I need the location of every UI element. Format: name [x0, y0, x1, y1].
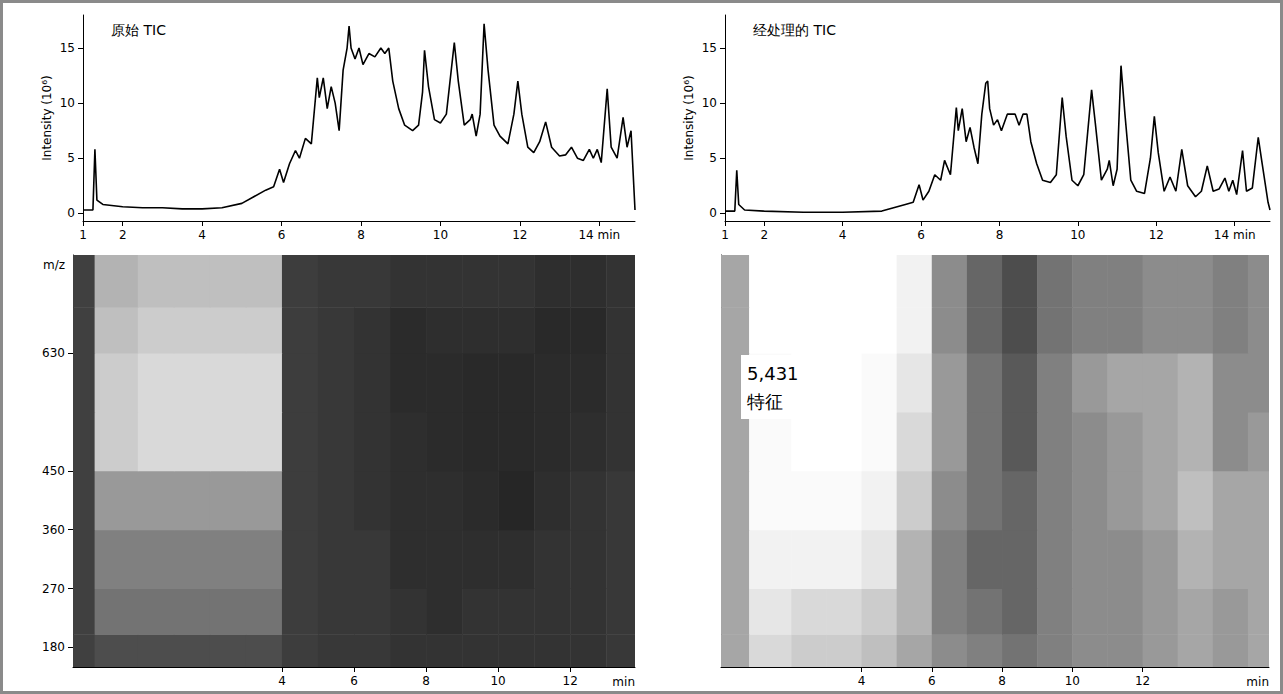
- svg-text:8: 8: [422, 674, 430, 688]
- svg-text:10: 10: [433, 228, 448, 242]
- svg-text:0: 0: [709, 206, 717, 220]
- svg-text:12: 12: [1149, 228, 1164, 242]
- svg-text:630: 630: [42, 346, 65, 360]
- svg-text:5,431: 5,431: [747, 363, 799, 384]
- svg-text:10: 10: [1070, 228, 1085, 242]
- svg-text:4: 4: [198, 228, 206, 242]
- svg-text:12: 12: [1135, 674, 1150, 688]
- svg-text:10: 10: [702, 96, 717, 110]
- svg-text:10: 10: [490, 674, 505, 688]
- svg-text:特征: 特征: [747, 391, 783, 412]
- svg-text:m/z: m/z: [43, 258, 65, 272]
- svg-text:450: 450: [42, 464, 65, 478]
- svg-text:6: 6: [278, 228, 286, 242]
- svg-text:10: 10: [1065, 674, 1080, 688]
- svg-text:8: 8: [357, 228, 365, 242]
- svg-text:15: 15: [702, 41, 717, 55]
- svg-text:5: 5: [67, 151, 75, 165]
- svg-text:15: 15: [60, 41, 75, 55]
- svg-text:min: min: [612, 675, 635, 689]
- svg-text:1: 1: [79, 228, 87, 242]
- svg-text:12: 12: [563, 674, 578, 688]
- svg-text:0: 0: [67, 206, 75, 220]
- svg-text:2: 2: [119, 228, 127, 242]
- svg-text:5: 5: [709, 151, 717, 165]
- svg-text:Intensity (10⁶): Intensity (10⁶): [682, 75, 696, 161]
- svg-text:4: 4: [858, 674, 866, 688]
- svg-text:4: 4: [839, 228, 847, 242]
- svg-text:14 min: 14 min: [578, 228, 620, 242]
- svg-text:经处理的 TIC: 经处理的 TIC: [753, 22, 836, 38]
- svg-text:1: 1: [721, 228, 729, 242]
- svg-text:8: 8: [996, 228, 1004, 242]
- svg-text:Intensity (10⁶): Intensity (10⁶): [40, 75, 54, 161]
- svg-text:4: 4: [278, 674, 286, 688]
- svg-text:8: 8: [998, 674, 1006, 688]
- svg-text:6: 6: [350, 674, 358, 688]
- svg-text:14 min: 14 min: [1214, 228, 1256, 242]
- svg-text:2: 2: [760, 228, 768, 242]
- svg-text:10: 10: [60, 96, 75, 110]
- svg-text:原始 TIC: 原始 TIC: [111, 22, 166, 38]
- svg-text:180: 180: [42, 640, 65, 654]
- svg-text:min: min: [1246, 675, 1269, 689]
- svg-text:6: 6: [917, 228, 925, 242]
- svg-text:270: 270: [42, 582, 65, 596]
- svg-text:360: 360: [42, 523, 65, 537]
- svg-text:6: 6: [928, 674, 936, 688]
- svg-text:12: 12: [512, 228, 527, 242]
